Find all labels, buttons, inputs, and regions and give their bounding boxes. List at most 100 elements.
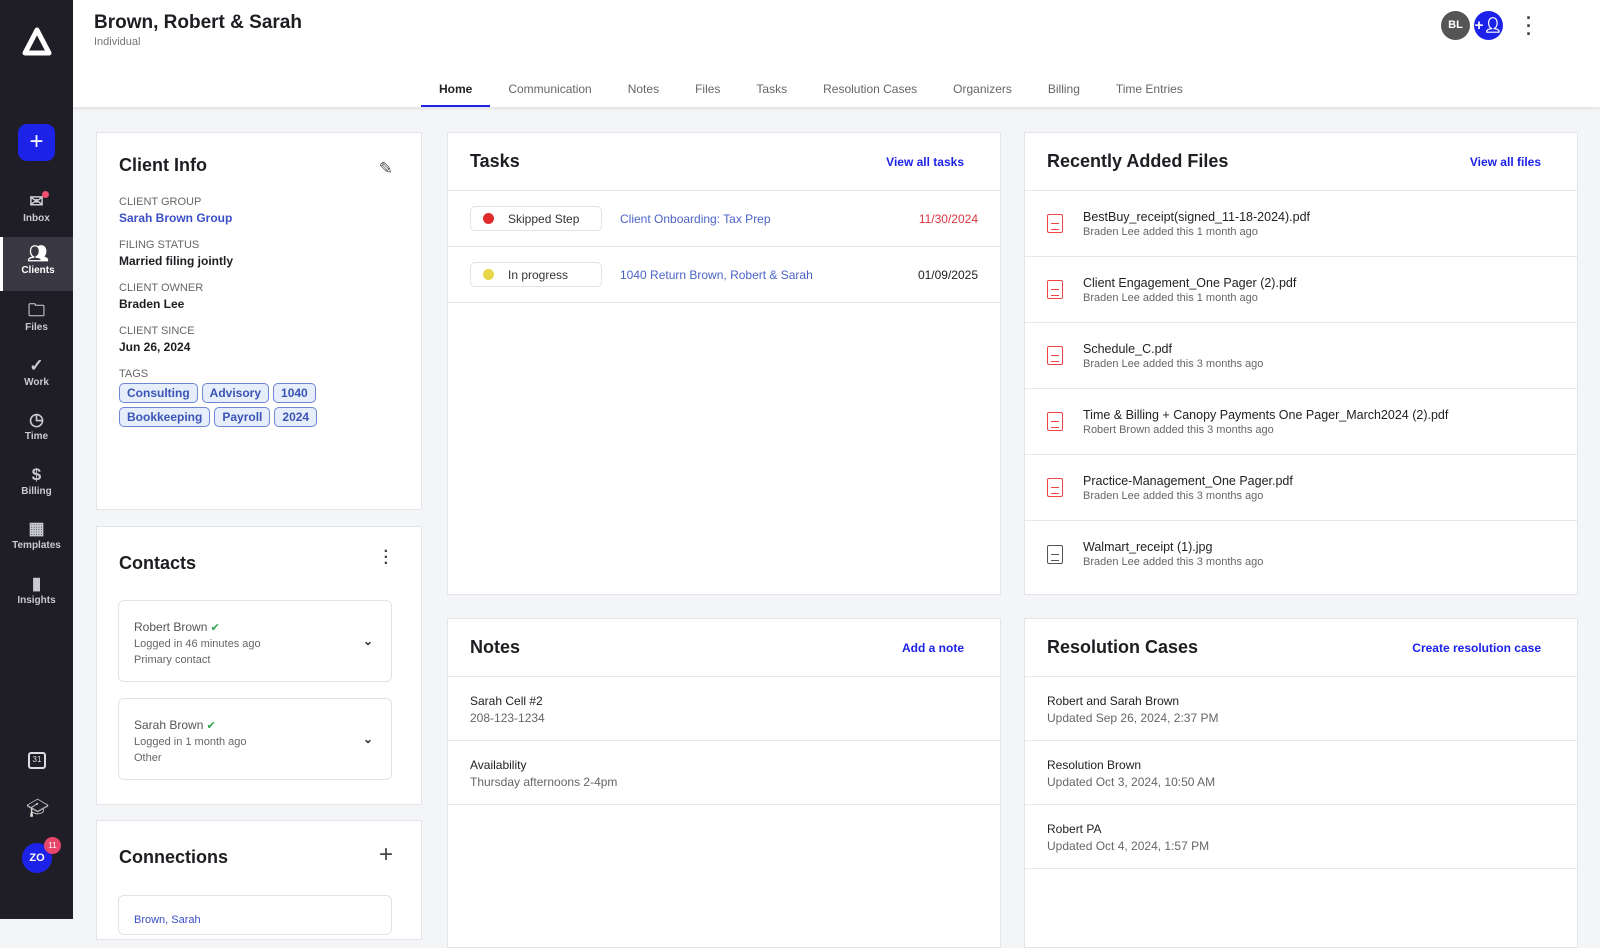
- tag[interactable]: 1040: [273, 383, 316, 403]
- file-row[interactable]: BestBuy_receipt(signed_11-18-2024).pdf Br…: [1025, 191, 1577, 257]
- tag[interactable]: Consulting: [119, 383, 198, 403]
- note-item[interactable]: Sarah Cell #2 208-123-1234: [448, 677, 1000, 741]
- more-options-icon[interactable]: · · ·: [383, 543, 389, 572]
- task-row[interactable]: In progress 1040 Return Brown, Robert & …: [448, 247, 1000, 303]
- case-updated: Updated Oct 4, 2024, 1:57 PM: [1047, 839, 1210, 853]
- file-row[interactable]: Time & Billing + Canopy Payments One Pag…: [1025, 389, 1577, 455]
- task-link[interactable]: Client Onboarding: Tax Prep: [620, 211, 771, 226]
- card-header: Recently Added Files View all files: [1025, 133, 1577, 191]
- add-connection-icon[interactable]: +: [378, 841, 393, 868]
- tab-communication[interactable]: Communication: [508, 82, 592, 96]
- contact-item[interactable]: Robert Brown ✔ Logged in 46 minutes ago …: [118, 600, 392, 682]
- sidebar-item-clients[interactable]: 👥︎ Clients: [0, 237, 73, 291]
- file-row[interactable]: Client Engagement_One Pager (2).pdf Brade…: [1025, 257, 1577, 323]
- card-title: Connections: [119, 847, 229, 867]
- sidebar-item-files[interactable]: 🗀 Files: [0, 294, 73, 348]
- sidebar-item-label: Inbox: [23, 213, 50, 224]
- tab-home[interactable]: Home: [421, 70, 491, 107]
- owner-avatar[interactable]: BL: [1441, 11, 1470, 40]
- add-note-link[interactable]: Add a note: [902, 640, 964, 655]
- tab-resolution-cases[interactable]: Resolution Cases: [823, 82, 918, 96]
- file-name[interactable]: Client Engagement_One Pager (2).pdf: [1083, 275, 1297, 290]
- file-row[interactable]: Schedule_C.pdf Braden Lee added this 3 mo…: [1025, 323, 1577, 389]
- sidebar-item-time[interactable]: ◷ Time: [0, 403, 73, 457]
- tag[interactable]: Payroll: [214, 407, 271, 427]
- contact-item[interactable]: Sarah Brown ✔ Logged in 1 month ago Othe…: [118, 698, 392, 780]
- calendar-icon[interactable]: 31: [28, 752, 46, 769]
- pdf-file-icon: [1047, 280, 1063, 299]
- resolution-case-item[interactable]: Robert PA Updated Oct 4, 2024, 1:57 PM: [1025, 805, 1577, 869]
- file-name[interactable]: Time & Billing + Canopy Payments One Pag…: [1083, 407, 1449, 422]
- app-logo[interactable]: [22, 27, 52, 57]
- file-row[interactable]: Walmart_receipt (1).jpg Braden Lee added …: [1025, 521, 1577, 587]
- connection-link[interactable]: Brown, Sarah: [134, 914, 201, 926]
- note-item[interactable]: Availability Thursday afternoons 2-4pm: [448, 741, 1000, 805]
- case-title: Resolution Brown: [1047, 758, 1142, 772]
- note-body: Thursday afternoons 2-4pm: [470, 775, 618, 789]
- edit-pencil-icon[interactable]: ✎: [378, 159, 393, 178]
- file-meta: Robert Brown added this 3 months ago: [1083, 423, 1274, 436]
- connection-item[interactable]: Brown, Sarah: [118, 895, 392, 935]
- file-name[interactable]: Walmart_receipt (1).jpg: [1083, 540, 1213, 554]
- sidebar-item-insights[interactable]: ▮ Insights: [0, 567, 73, 621]
- task-row[interactable]: Skipped Step Client Onboarding: Tax Prep…: [448, 191, 1000, 247]
- verified-check-icon: ✔: [210, 622, 220, 634]
- contact-login: Logged in 46 minutes ago: [134, 638, 261, 650]
- tab-tasks[interactable]: Tasks: [756, 82, 788, 96]
- create-button[interactable]: +: [18, 124, 55, 161]
- resolution-case-item[interactable]: Resolution Brown Updated Oct 3, 2024, 10:…: [1025, 741, 1577, 805]
- card-header: Resolution Cases Create resolution case: [1025, 619, 1577, 677]
- sidebar-item-work[interactable]: ✓ Work: [0, 349, 73, 403]
- tag[interactable]: Advisory: [201, 383, 270, 403]
- create-resolution-case-link[interactable]: Create resolution case: [1412, 640, 1541, 655]
- client-group-link[interactable]: Sarah Brown Group: [119, 211, 233, 225]
- templates-icon: ▦: [28, 519, 45, 538]
- sidebar-item-templates[interactable]: ▦ Templates: [0, 512, 73, 566]
- tag[interactable]: Bookkeeping: [119, 407, 211, 427]
- resolution-case-item[interactable]: Robert and Sarah Brown Updated Sep 26, 20…: [1025, 677, 1577, 741]
- resolution-cases-card: Resolution Cases Create resolution case R…: [1024, 618, 1578, 948]
- page-header: Brown, Robert & Sarah Individual BL +👤︎ …: [73, 0, 1600, 107]
- status-label: Skipped Step: [508, 211, 580, 226]
- tag-list: Consulting Advisory 1040 Bookkeeping Pay…: [119, 383, 339, 427]
- card-title: Recently Added Files: [1047, 151, 1229, 171]
- add-user-icon[interactable]: +👤︎: [1474, 11, 1503, 40]
- page-title: Brown, Robert & Sarah: [94, 12, 302, 33]
- pdf-file-icon: [1047, 478, 1063, 497]
- card-title: Notes: [470, 637, 521, 657]
- status-dot: [483, 269, 494, 280]
- view-all-files-link[interactable]: View all files: [1469, 154, 1541, 169]
- more-options-icon[interactable]: · · ·: [1526, 8, 1532, 44]
- graduation-cap-icon[interactable]: 🎓︎: [26, 798, 49, 818]
- chevron-down-icon[interactable]: ⌄: [362, 634, 373, 648]
- tag[interactable]: 2024: [274, 407, 318, 427]
- file-name[interactable]: BestBuy_receipt(signed_11-18-2024).pdf: [1083, 209, 1310, 224]
- sidebar-item-label: Templates: [12, 540, 61, 551]
- sidebar-item-label: Files: [25, 322, 48, 333]
- file-name[interactable]: Practice-Management_One Pager.pdf: [1083, 473, 1293, 488]
- file-name[interactable]: Schedule_C.pdf: [1083, 341, 1172, 356]
- case-title: Robert PA: [1047, 822, 1102, 836]
- contact-role: Other: [134, 752, 162, 764]
- tab-time-entries[interactable]: Time Entries: [1115, 82, 1183, 96]
- field-value: Jun 26, 2024: [119, 340, 191, 354]
- check-circle-icon: ✓: [29, 356, 44, 375]
- contact-login: Logged in 1 month ago: [134, 736, 247, 748]
- tab-organizers[interactable]: Organizers: [953, 82, 1012, 96]
- tab-notes[interactable]: Notes: [627, 82, 660, 96]
- tab-files[interactable]: Files: [695, 82, 721, 96]
- view-all-tasks-link[interactable]: View all tasks: [886, 154, 964, 169]
- status-badge: In progress: [470, 262, 602, 287]
- task-link[interactable]: 1040 Return Brown, Robert & Sarah: [620, 267, 813, 282]
- field-label: Filing Status: [119, 239, 200, 251]
- image-file-icon: [1047, 544, 1063, 564]
- chevron-down-icon[interactable]: ⌄: [362, 732, 373, 746]
- connections-card: Connections + Brown, Sarah: [96, 820, 422, 940]
- sidebar-item-label: Insights: [17, 595, 56, 606]
- sidebar-item-billing[interactable]: $ Billing: [0, 458, 73, 512]
- tab-billing[interactable]: Billing: [1047, 82, 1080, 96]
- file-row[interactable]: Practice-Management_One Pager.pdf Braden …: [1025, 455, 1577, 521]
- task-due-date: 01/09/2025: [917, 267, 978, 282]
- note-title: Availability: [470, 758, 527, 772]
- sidebar-item-inbox[interactable]: ✉ Inbox: [0, 185, 73, 239]
